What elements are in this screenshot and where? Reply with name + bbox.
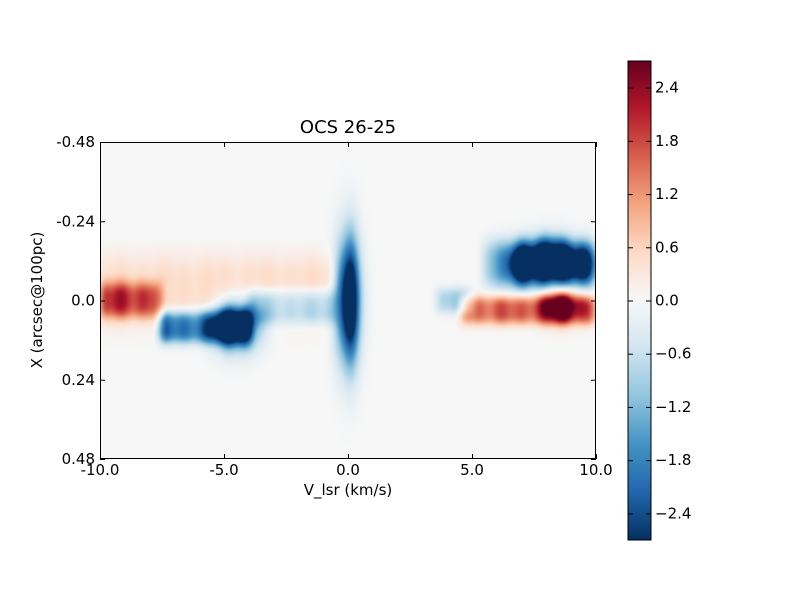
y-tick-label: -0.48 xyxy=(56,133,95,151)
x-axis: -10.0 -5.0 0.0 5.0 10.0 xyxy=(81,142,613,479)
plot-area xyxy=(100,142,596,459)
colorbar-tick-label: 1.8 xyxy=(655,132,679,150)
x-axis-label: V_lsr (km/s) xyxy=(304,481,393,500)
colorbar-tick-label: −2.4 xyxy=(655,504,691,522)
y-axis: -0.48 -0.24 0.0 0.24 0.48 xyxy=(56,133,596,468)
chart-title: OCS 26-25 xyxy=(300,117,396,138)
x-tick-label: -10.0 xyxy=(81,461,120,479)
y-tick-label: 0.0 xyxy=(71,292,95,310)
colorbar-tick-label: −1.2 xyxy=(655,398,691,416)
colorbar-tick-label: −1.8 xyxy=(655,451,691,469)
colorbar-tick-label: 1.2 xyxy=(655,185,679,203)
heatmap xyxy=(100,142,596,459)
colorbar-tick-label: 2.4 xyxy=(655,79,679,97)
colorbar-tick-label: 0.6 xyxy=(655,238,679,256)
colorbar-tick-label: −0.6 xyxy=(655,345,691,363)
colorbar-ticks: 2.4 1.8 1.2 0.6 0.0 −0.6 −1.2 −1.8 −2.4 xyxy=(628,79,691,522)
y-tick-label: 0.24 xyxy=(62,371,95,389)
x-tick-label: 5.0 xyxy=(460,461,484,479)
colorbar-tick-label: 0.0 xyxy=(655,292,679,310)
y-tick-label: -0.24 xyxy=(56,212,95,230)
y-axis-label: X (arcsec@100pc) xyxy=(28,232,46,369)
x-tick-label: 10.0 xyxy=(579,461,612,479)
colorbar: 2.4 1.8 1.2 0.6 0.0 −0.6 −1.2 −1.8 −2.4 xyxy=(627,60,691,541)
y-tick-label: 0.48 xyxy=(62,450,95,468)
x-tick-label: -5.0 xyxy=(209,461,238,479)
x-tick-label: 0.0 xyxy=(336,461,360,479)
